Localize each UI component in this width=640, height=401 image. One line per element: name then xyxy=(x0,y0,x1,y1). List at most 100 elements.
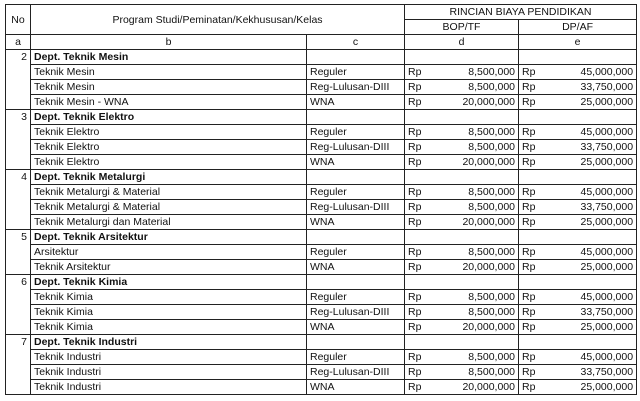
class-type: WNA xyxy=(306,154,405,170)
dp-amount: 33,750,000 xyxy=(541,364,638,380)
header-program: Program Studi/Peminatan/Kekhususan/Kelas xyxy=(30,4,405,35)
bop-amount: 8,500,000 xyxy=(427,364,519,380)
currency-label: Rp xyxy=(404,244,428,260)
currency-label: Rp xyxy=(404,154,428,170)
program-name: Teknik Kimia xyxy=(30,289,307,305)
bop-amount: 20,000,000 xyxy=(427,154,519,170)
letter-c: c xyxy=(306,34,405,50)
class-type: WNA xyxy=(306,319,405,335)
department-number: 3 xyxy=(5,109,31,170)
currency-label: Rp xyxy=(518,154,542,170)
department-row: 7 Dept. Teknik Industri xyxy=(5,334,638,395)
department-name: Dept. Teknik Arsitektur xyxy=(30,229,307,245)
dp-amount: 33,750,000 xyxy=(541,199,638,215)
table-row: Teknik Industri Reguler Rp 8,500,000 Rp 45,00… xyxy=(6,349,638,365)
empty-cell xyxy=(517,274,638,290)
program-name: Teknik Mesin - WNA xyxy=(30,94,307,110)
class-type: Reg-Lulusan-DIII xyxy=(306,304,405,320)
department-row: 5 Dept. Teknik Arsitektur xyxy=(5,229,638,275)
dp-amount: 25,000,000 xyxy=(541,379,638,395)
bop-amount: 8,500,000 xyxy=(427,289,519,305)
currency-label: Rp xyxy=(518,244,542,260)
bop-amount: 8,500,000 xyxy=(427,184,519,200)
bop-amount: 8,500,000 xyxy=(427,79,519,95)
class-type: Reg-Lulusan-DIII xyxy=(306,364,405,380)
bop-amount: 8,500,000 xyxy=(427,349,519,365)
empty-cell xyxy=(517,229,638,245)
bop-amount: 8,500,000 xyxy=(427,124,519,140)
empty-cell xyxy=(404,229,519,245)
table-row: Teknik Elektro Reg-Lulusan-DIII Rp 8,500,00… xyxy=(6,139,638,155)
program-name: Teknik Metalurgi dan Material xyxy=(30,214,307,230)
header-bop: BOP/TF xyxy=(404,19,519,35)
program-name: Teknik Kimia xyxy=(30,304,307,320)
table-row: Teknik Elektro WNA Rp 20,000,000 Rp 25,000,00… xyxy=(6,154,638,170)
dp-amount: 45,000,000 xyxy=(541,184,638,200)
currency-label: Rp xyxy=(404,364,428,380)
bop-amount: 20,000,000 xyxy=(427,259,519,275)
department-row: 6 Dept. Teknik Kimia xyxy=(5,274,638,335)
department-number: 4 xyxy=(5,169,31,230)
currency-label: Rp xyxy=(404,124,428,140)
program-name: Arsitektur xyxy=(30,244,307,260)
table-row: Teknik Arsitektur WNA Rp 20,000,000 Rp 25,000… xyxy=(6,259,638,275)
empty-cell xyxy=(306,334,405,350)
currency-label: Rp xyxy=(404,79,428,95)
class-type: Reguler xyxy=(306,64,405,80)
class-type: Reguler xyxy=(306,349,405,365)
program-name: Teknik Industri xyxy=(30,364,307,380)
empty-cell xyxy=(306,169,405,185)
letter-e: e xyxy=(517,34,638,50)
currency-label: Rp xyxy=(518,64,542,80)
bop-amount: 8,500,000 xyxy=(427,304,519,320)
currency-label: Rp xyxy=(518,184,542,200)
table-row: Teknik Industri WNA Rp 20,000,000 Rp 25,000,0… xyxy=(6,379,638,395)
currency-label: Rp xyxy=(404,259,428,275)
class-type: Reguler xyxy=(306,244,405,260)
class-type: Reg-Lulusan-DIII xyxy=(306,139,405,155)
dp-amount: 45,000,000 xyxy=(541,124,638,140)
bop-amount: 8,500,000 xyxy=(427,64,519,80)
dp-amount: 45,000,000 xyxy=(541,349,638,365)
currency-label: Rp xyxy=(518,259,542,275)
currency-label: Rp xyxy=(404,319,428,335)
currency-label: Rp xyxy=(518,214,542,230)
table-row: Teknik Industri Reg-Lulusan-DIII Rp 8,500,0… xyxy=(6,364,638,380)
program-name: Teknik Industri xyxy=(30,379,307,395)
program-name: Teknik Elektro xyxy=(30,124,307,140)
header-rincian: RINCIAN BIAYA PENDIDIKAN xyxy=(403,4,638,20)
letter-d: d xyxy=(404,34,519,50)
dp-amount: 25,000,000 xyxy=(541,319,638,335)
currency-label: Rp xyxy=(404,199,428,215)
currency-label: Rp xyxy=(404,379,428,395)
currency-label: Rp xyxy=(404,139,428,155)
program-name: Teknik Arsitektur xyxy=(30,259,307,275)
bop-amount: 20,000,000 xyxy=(427,379,519,395)
class-type: WNA xyxy=(306,379,405,395)
fee-table: No Program Studi/Peminatan/Kekhususan/Ke… xyxy=(5,4,638,395)
table-row: Teknik Kimia WNA Rp 20,000,000 Rp 25,000,000 xyxy=(6,319,638,335)
program-name: Teknik Elektro xyxy=(30,139,307,155)
bop-amount: 8,500,000 xyxy=(427,139,519,155)
dp-amount: 33,750,000 xyxy=(541,79,638,95)
header-row-1: No Program Studi/Peminatan/Kekhususan/Ke… xyxy=(5,4,638,35)
currency-label: Rp xyxy=(518,94,542,110)
table-row: Teknik Mesin - WNA WNA Rp 20,000,000 Rp 25,00… xyxy=(6,94,638,110)
dp-amount: 25,000,000 xyxy=(541,94,638,110)
dp-amount: 45,000,000 xyxy=(541,244,638,260)
empty-cell xyxy=(517,109,638,125)
department-number: 2 xyxy=(5,49,31,110)
table-row: Teknik Mesin Reg-Lulusan-DIII Rp 8,500,000 R… xyxy=(6,79,638,95)
department-row: 3 Dept. Teknik Elektro xyxy=(5,109,638,170)
empty-cell xyxy=(404,169,519,185)
header-no: No xyxy=(5,4,31,35)
empty-cell xyxy=(306,109,405,125)
letter-b: b xyxy=(30,34,307,50)
dp-amount: 45,000,000 xyxy=(541,289,638,305)
bop-amount: 8,500,000 xyxy=(427,199,519,215)
empty-cell xyxy=(306,274,405,290)
currency-label: Rp xyxy=(518,289,542,305)
bop-amount: 8,500,000 xyxy=(427,244,519,260)
program-name: Teknik Metalurgi & Material xyxy=(30,199,307,215)
empty-cell xyxy=(404,274,519,290)
